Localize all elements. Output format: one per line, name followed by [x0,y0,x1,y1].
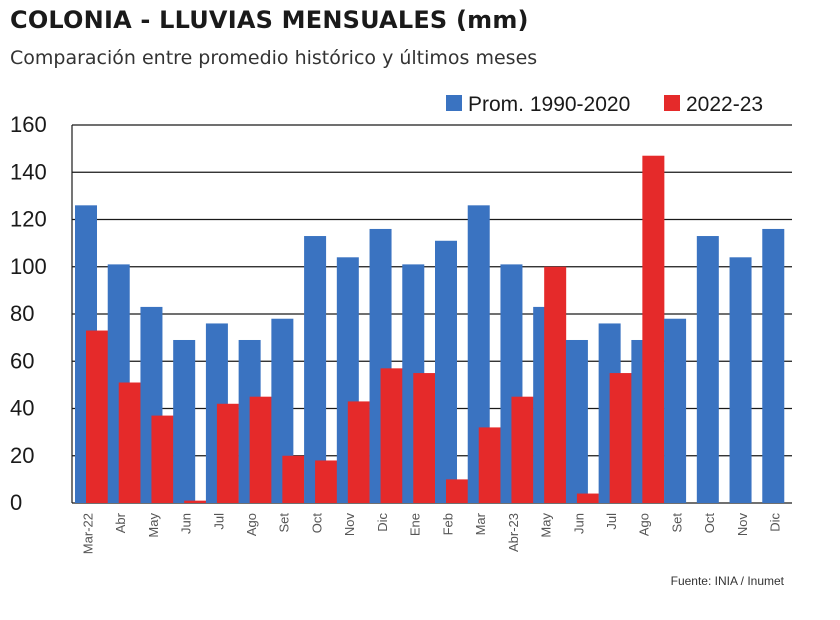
y-tick-label-40: 40 [10,396,34,421]
x-tick-label-6: Set [277,513,292,533]
bar-recent-2 [151,415,174,503]
y-tick-label-100: 100 [10,254,47,279]
x-tick-label-8: Nov [342,513,357,537]
bar-recent-0 [86,330,108,503]
x-tick-label-5: Ago [244,513,259,536]
x-tick-label-15: Jun [571,513,586,534]
legend-label-1: 2022-23 [686,93,763,116]
x-tick-label-14: May [539,513,554,538]
bar-historic-15 [565,339,588,503]
bar-recent-16 [609,373,632,503]
bar-historic-20 [729,257,752,503]
x-axis-ticks: Mar-22 Abr May Jun Jul Ago Set Oct Nov Dic Ene Feb M… [80,512,782,554]
bar-recent-11 [446,479,468,503]
x-tick-label-0: Mar-22 [80,513,95,554]
bar-recent-14 [544,266,567,503]
bar-recent-13 [511,396,534,503]
bar-historic-18 [664,318,687,503]
bar-historic-3 [173,339,196,503]
bar-recent-6 [282,455,305,503]
legend-label-0: Prom. 1990-2020 [468,93,630,116]
legend-swatch-1 [664,95,680,111]
legend-swatch-0 [446,95,462,111]
bar-recent-4 [216,403,239,503]
y-axis-ticks: 0 20 40 60 80 100 120 140 160 [10,112,47,515]
chart-subtitle: Comparación entre promedio histórico y ú… [10,47,538,69]
x-tick-label-21: Dic [768,513,783,532]
bar-recent-3 [184,500,207,503]
bar-recent-15 [576,493,599,503]
x-tick-label-4: Jul [211,513,226,530]
x-tick-label-18: Set [669,513,684,533]
y-tick-label-140: 140 [10,159,47,184]
y-tick-label-160: 160 [10,112,47,137]
x-tick-label-19: Oct [702,513,717,534]
y-tick-label-60: 60 [10,348,34,373]
x-tick-label-2: May [146,513,161,538]
x-tick-label-16: Jul [604,513,619,530]
x-tick-label-9: Dic [375,513,390,532]
x-tick-label-12: Mar [473,512,488,535]
bar-recent-5 [249,396,272,503]
bar-historic-21 [762,228,785,503]
y-tick-label-20: 20 [10,443,34,468]
y-tick-label-80: 80 [10,301,34,326]
bar-historic-11 [435,240,457,503]
bar-recent-1 [118,382,141,503]
x-tick-label-11: Feb [440,513,455,535]
bar-historic-19 [696,236,719,503]
bar-recent-7 [315,460,338,503]
x-tick-label-20: Nov [735,513,750,537]
legend: Prom. 1990-2020 2022-23 [446,93,763,116]
bar-recent-9 [380,368,403,503]
bar-recent-8 [347,401,370,503]
source-note: Fuente: INIA / Inumet [670,574,784,588]
bar-recent-12 [478,427,501,503]
x-tick-label-3: Jun [179,513,194,534]
x-tick-label-17: Ago [637,513,652,536]
x-tick-label-13: Abr-23 [506,513,521,552]
x-tick-label-10: Ene [408,513,423,536]
bar-recent-17 [642,155,665,503]
bars [75,155,785,503]
bar-historic-7 [304,236,327,503]
chart-title: COLONIA - LLUVIAS MENSUALES (mm) [10,6,529,34]
y-tick-label-0: 0 [10,490,22,515]
x-tick-label-7: Oct [309,513,324,534]
x-tick-label-1: Abr [113,512,128,533]
bar-recent-10 [413,373,436,503]
y-tick-label-120: 120 [10,207,47,232]
